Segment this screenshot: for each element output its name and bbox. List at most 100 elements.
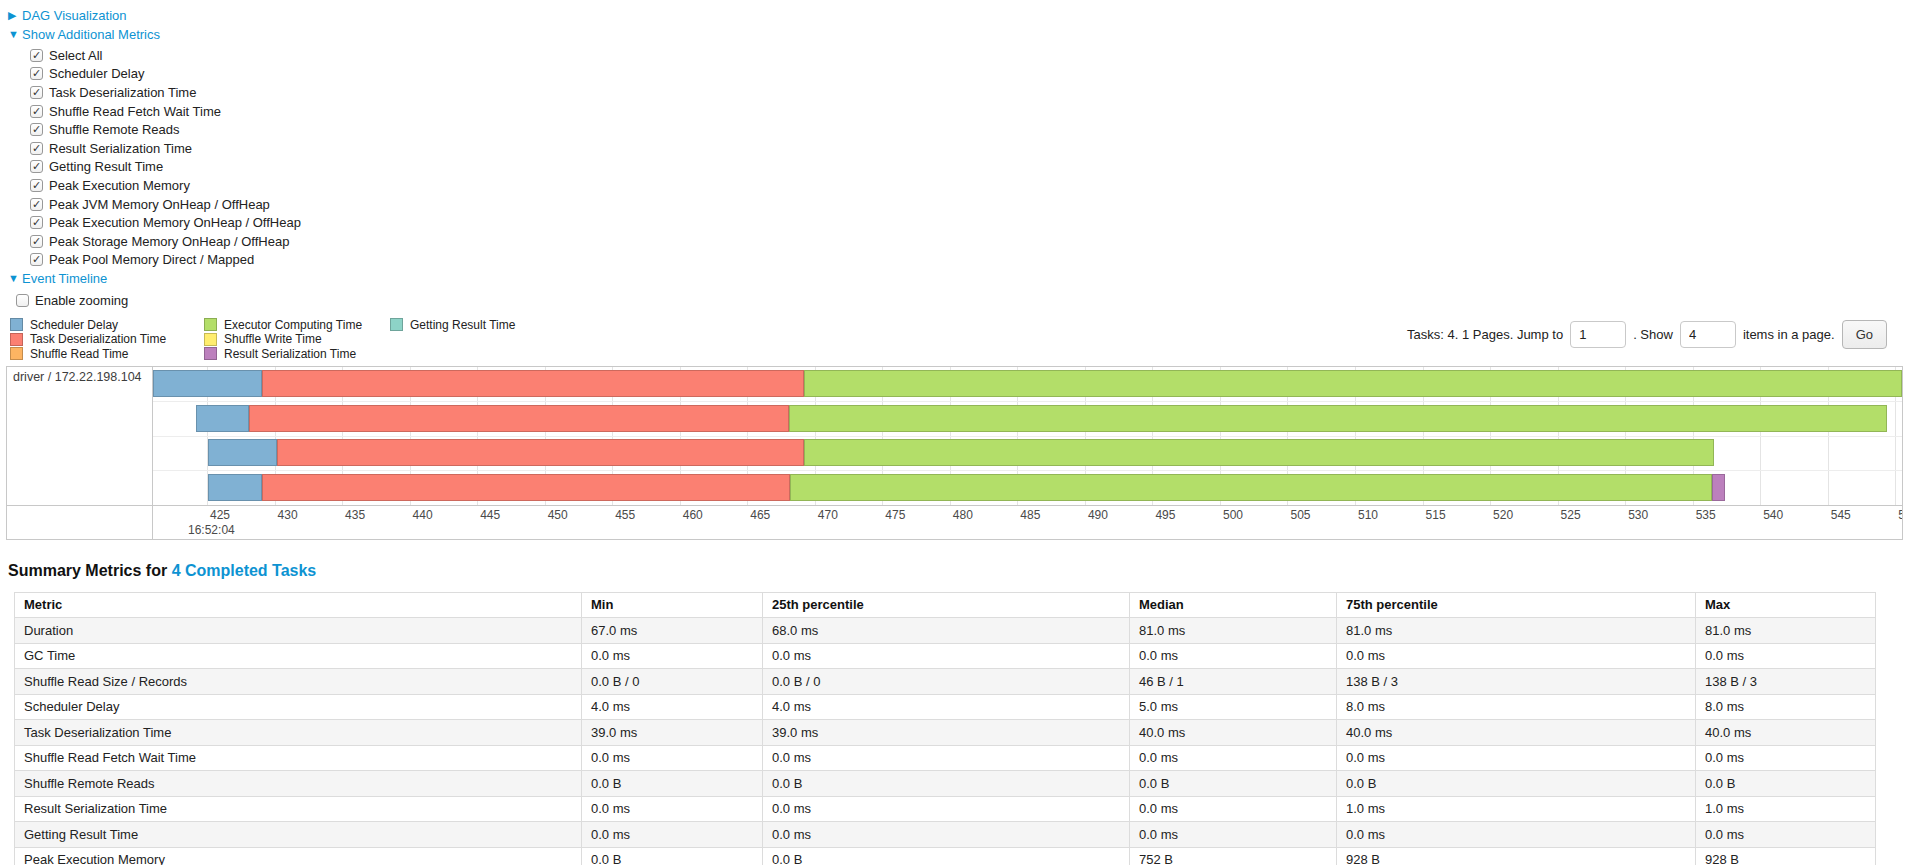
metric-checkbox-row[interactable]: Shuffle Read Fetch Wait Time — [30, 102, 221, 121]
axis-tick-label: 460 — [680, 508, 703, 522]
task-bar-segment-executor-computing-time[interactable] — [804, 439, 1714, 466]
go-button[interactable]: Go — [1842, 320, 1887, 349]
metric-checkbox-row[interactable]: Scheduler Delay — [30, 65, 144, 84]
checkbox-checked-icon[interactable] — [30, 67, 43, 80]
checkbox-checked-icon[interactable] — [30, 198, 43, 211]
completed-tasks-link[interactable]: 4 Completed Tasks — [172, 562, 317, 579]
event-timeline-toggle[interactable]: ▼ Event Timeline — [8, 269, 107, 288]
task-bar-segment-scheduler-delay[interactable] — [208, 474, 262, 501]
task-bar-segment-executor-computing-time[interactable] — [804, 370, 1902, 397]
dag-visualization-label: DAG Visualization — [22, 6, 127, 25]
checkbox-checked-icon[interactable] — [30, 253, 43, 266]
show-additional-metrics-toggle[interactable]: ▼ Show Additional Metrics — [8, 25, 160, 44]
task-bar-segment-scheduler-delay[interactable] — [196, 405, 249, 432]
task-bar-segment-executor-computing-time[interactable] — [789, 405, 1887, 432]
toggle-panel: ▶ DAG Visualization ▼ Show Additional Me… — [0, 0, 1907, 310]
metric-value-cell: 68.0 ms — [763, 618, 1130, 644]
axis-tick-label: 430 — [275, 508, 298, 522]
task-bar-segment-scheduler-delay[interactable] — [153, 370, 262, 397]
axis-time-label: 16:52:04 — [188, 523, 235, 537]
checkbox-checked-icon[interactable] — [30, 216, 43, 229]
metric-value-cell: 138 B / 3 — [1337, 669, 1696, 695]
summary-table-row: Result Serialization Time0.0 ms0.0 ms0.0… — [15, 796, 1876, 822]
summary-table-row: GC Time0.0 ms0.0 ms0.0 ms0.0 ms0.0 ms — [15, 643, 1876, 669]
checkbox-unchecked-icon[interactable] — [16, 294, 29, 307]
task-bar-segment-scheduler-delay[interactable] — [208, 439, 277, 466]
metric-checkbox-label: Peak Execution Memory — [49, 178, 190, 193]
pagination-suffix-label: items in a page. — [1743, 327, 1835, 342]
task-bar-segment-task-deserialization-time[interactable] — [262, 474, 790, 501]
checkbox-checked-icon[interactable] — [30, 123, 43, 136]
metric-name-cell: Shuffle Read Size / Records — [15, 669, 582, 695]
legend-item: Result Serialization Time — [204, 347, 390, 362]
checkbox-checked-icon[interactable] — [30, 160, 43, 173]
metric-checkbox-row[interactable]: Peak Storage Memory OnHeap / OffHeap — [30, 232, 289, 251]
task-pagination: Tasks: 4. 1 Pages. Jump to . Show items … — [1407, 320, 1887, 349]
metric-checkbox-row[interactable]: Peak Execution Memory — [30, 176, 190, 195]
metric-value-cell: 928 B — [1337, 847, 1696, 865]
metric-name-cell: Shuffle Remote Reads — [15, 771, 582, 797]
summary-table-row: Scheduler Delay4.0 ms4.0 ms5.0 ms8.0 ms8… — [15, 694, 1876, 720]
task-bar-segment-executor-computing-time[interactable] — [790, 474, 1711, 501]
executor-row-label: driver / 172.22.198.104 — [7, 367, 153, 505]
task-bar-segment-task-deserialization-time[interactable] — [262, 370, 804, 397]
metric-checkbox-label: Peak JVM Memory OnHeap / OffHeap — [49, 197, 270, 212]
legend-swatch-icon — [10, 333, 23, 346]
legend-swatch-icon — [204, 318, 217, 331]
metric-checkbox-row[interactable]: Getting Result Time — [30, 158, 163, 177]
legend-swatch-icon — [390, 318, 403, 331]
dag-visualization-toggle[interactable]: ▶ DAG Visualization — [8, 6, 127, 25]
metric-checkbox-row[interactable]: Select All — [30, 46, 102, 65]
summary-table-head: MetricMin25th percentileMedian75th perce… — [15, 592, 1876, 618]
axis-tick-label: 515 — [1423, 508, 1446, 522]
items-per-page-input[interactable] — [1680, 321, 1736, 348]
metric-checkbox-row[interactable]: Peak JVM Memory OnHeap / OffHeap — [30, 195, 270, 214]
metric-value-cell: 0.0 ms — [763, 822, 1130, 848]
checkbox-checked-icon[interactable] — [30, 235, 43, 248]
legend-swatch-icon — [204, 347, 217, 360]
metric-checkbox-label: Peak Storage Memory OnHeap / OffHeap — [49, 234, 289, 249]
metric-value-cell: 0.0 ms — [763, 643, 1130, 669]
enable-zooming-checkbox-row[interactable]: Enable zooming — [16, 291, 128, 310]
metric-name-cell: Shuffle Read Fetch Wait Time — [15, 745, 582, 771]
axis-tick-label: 545 — [1828, 508, 1851, 522]
checkbox-checked-icon[interactable] — [30, 49, 43, 62]
summary-table-body: Duration67.0 ms68.0 ms81.0 ms81.0 ms81.0… — [15, 618, 1876, 865]
metric-checkbox-row[interactable]: Peak Pool Memory Direct / Mapped — [30, 251, 254, 270]
checkbox-checked-icon[interactable] — [30, 105, 43, 118]
metric-checkbox-row[interactable]: Result Serialization Time — [30, 139, 192, 158]
metric-checkbox-row[interactable]: Task Deserialization Time — [30, 83, 196, 102]
metric-value-cell: 5.0 ms — [1130, 694, 1337, 720]
metric-value-cell: 0.0 ms — [1696, 745, 1876, 771]
jump-to-page-input[interactable] — [1570, 321, 1626, 348]
caret-right-icon: ▶ — [8, 6, 17, 25]
task-bar-segment-task-deserialization-time[interactable] — [249, 405, 789, 432]
timeline-row-separator — [153, 470, 1902, 471]
event-timeline-label: Event Timeline — [22, 269, 107, 288]
legend-label: Shuffle Write Time — [224, 332, 322, 346]
metric-value-cell: 4.0 ms — [763, 694, 1130, 720]
axis-tick-label: 510 — [1355, 508, 1378, 522]
task-bar-segment-result-serialization-time[interactable] — [1712, 474, 1726, 501]
checkbox-checked-icon[interactable] — [30, 179, 43, 192]
summary-title-prefix: Summary Metrics for — [8, 562, 167, 579]
metric-value-cell: 40.0 ms — [1130, 720, 1337, 746]
metric-value-cell: 81.0 ms — [1696, 618, 1876, 644]
axis-tick-label: 470 — [815, 508, 838, 522]
metric-checkbox-row[interactable]: Peak Execution Memory OnHeap / OffHeap — [30, 213, 301, 232]
legend-item: Shuffle Write Time — [204, 332, 390, 347]
task-bar-segment-task-deserialization-time[interactable] — [277, 439, 804, 466]
checkbox-checked-icon[interactable] — [30, 142, 43, 155]
timeline-plot-area[interactable] — [153, 367, 1902, 505]
metric-value-cell: 0.0 B — [582, 771, 763, 797]
legend-column: Getting Result Time — [390, 318, 515, 362]
summary-column-header: Metric — [15, 592, 582, 618]
metric-checkbox-label: Select All — [49, 48, 102, 63]
metric-value-cell: 4.0 ms — [582, 694, 763, 720]
metric-value-cell: 0.0 B — [763, 771, 1130, 797]
checkbox-checked-icon[interactable] — [30, 86, 43, 99]
metric-checkbox-row[interactable]: Shuffle Remote Reads — [30, 120, 180, 139]
legend-label: Shuffle Read Time — [30, 347, 129, 361]
axis-tick-label: 525 — [1558, 508, 1581, 522]
axis-tick-label: 445 — [477, 508, 500, 522]
